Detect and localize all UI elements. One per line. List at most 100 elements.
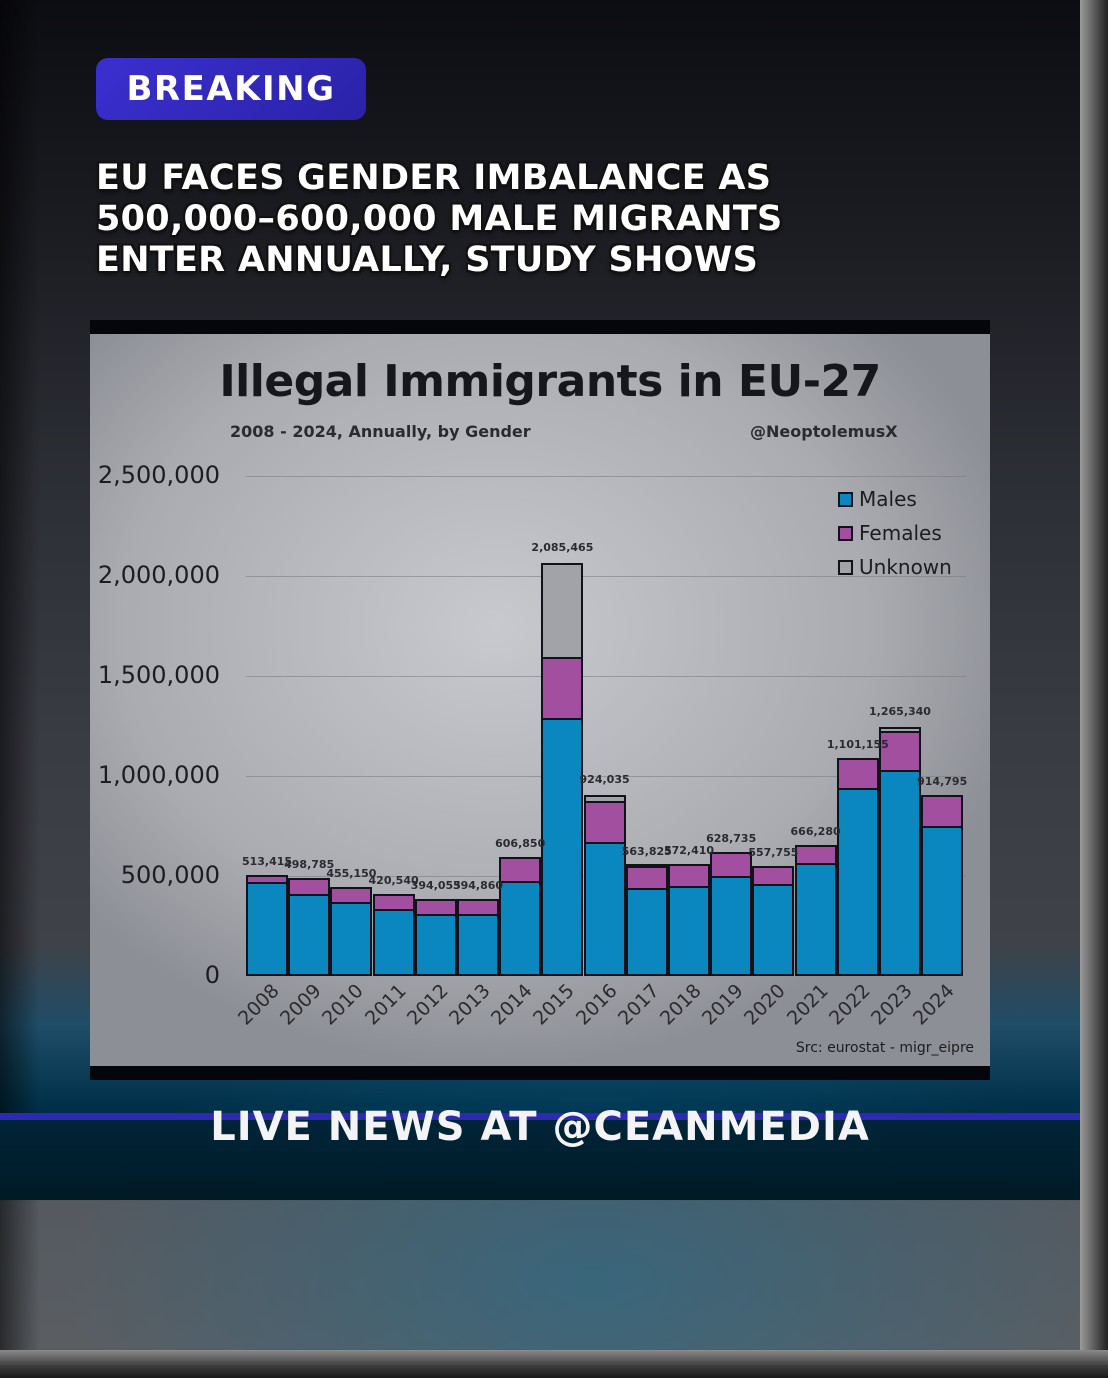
males-segment xyxy=(583,842,626,976)
headline-line-1: EU FACES GENDER IMBALANCE AS xyxy=(96,158,772,198)
bar-total-label: 914,795 xyxy=(917,775,968,789)
x-tick-label: 2022 xyxy=(824,979,875,1030)
females-segment xyxy=(541,657,584,720)
bar-2016 xyxy=(583,795,626,976)
bar-2019 xyxy=(710,852,753,976)
x-tick-label: 2010 xyxy=(318,979,369,1030)
legend-label: Females xyxy=(859,521,942,545)
x-tick-label: 2024 xyxy=(909,979,959,1030)
bar-2022 xyxy=(836,757,879,976)
x-tick-label: 2011 xyxy=(360,979,411,1030)
bar-2008 xyxy=(246,875,288,976)
bar-total-label: 394,860 xyxy=(452,879,504,893)
males-segment xyxy=(668,886,710,976)
bar-total-label: 455,150 xyxy=(326,866,377,880)
bar-2012 xyxy=(414,899,457,976)
bar-2013 xyxy=(457,899,499,976)
chart-title: Illegal Immigrants in EU-27 xyxy=(219,356,881,407)
legend-swatch-icon xyxy=(838,491,853,507)
bar-total-label: 1,265,340 xyxy=(869,704,931,718)
legend: Males Females Unknown xyxy=(838,482,952,584)
bar-2017 xyxy=(625,864,668,976)
females-segment xyxy=(668,863,710,888)
x-tick-label: 2016 xyxy=(571,979,622,1030)
ticker-text: LIVE NEWS AT @CEANMEDIA xyxy=(210,1104,870,1150)
source-note: Src: eurostat - migr_eipre xyxy=(795,1040,974,1056)
grid-line xyxy=(246,776,966,777)
bar-2020 xyxy=(752,866,795,976)
bar-2024 xyxy=(921,795,964,976)
headline-line-3: ENTER ANNUALLY, STUDY SHOWS xyxy=(96,240,759,280)
females-segment xyxy=(583,801,626,844)
females-segment xyxy=(879,730,921,772)
females-segment xyxy=(921,795,964,828)
bar-total-label: 2,085,465 xyxy=(531,540,594,554)
chart-frame: Illegal Immigrants in EU-27 2008 - 2024,… xyxy=(90,320,990,1080)
legend-swatch-icon xyxy=(838,559,853,575)
bar-2018 xyxy=(668,863,710,976)
bar-total-label: 628,735 xyxy=(706,832,757,846)
males-segment xyxy=(246,882,288,976)
males-segment xyxy=(541,718,584,976)
males-segment xyxy=(836,788,879,976)
legend-swatch-icon xyxy=(838,525,853,541)
females-segment xyxy=(625,866,668,890)
unknown-segment xyxy=(541,562,584,659)
ticker-band xyxy=(0,1120,1080,1200)
chart-subtitle: 2008 - 2024, Annually, by Gender xyxy=(230,422,531,441)
x-tick-label: 2009 xyxy=(276,979,326,1030)
males-segment xyxy=(288,894,331,976)
bar-total-label: 924,035 xyxy=(579,773,630,787)
grid-line xyxy=(246,576,966,577)
males-segment xyxy=(879,770,921,976)
bar-2014 xyxy=(499,856,542,976)
grid-line xyxy=(246,676,966,677)
legend-item-females: Females xyxy=(838,516,952,550)
breaking-badge: BREAKING xyxy=(96,58,366,120)
bar-2023 xyxy=(879,726,921,976)
x-tick-label: 2018 xyxy=(656,979,706,1030)
y-tick-label: 2,500,000 xyxy=(97,461,220,489)
bar-total-label: 513,415 xyxy=(241,855,293,869)
headline: EU FACES GENDER IMBALANCE AS 500,000–600… xyxy=(96,158,856,281)
males-segment xyxy=(414,914,457,976)
ticker-accent-line xyxy=(0,1113,1080,1120)
legend-item-unknown: Unknown xyxy=(838,550,952,584)
x-tick-label: 2014 xyxy=(487,979,537,1030)
bar-total-label: 498,785 xyxy=(284,858,335,872)
bar-2010 xyxy=(330,886,373,976)
bar-total-label: 563,825 xyxy=(621,845,672,859)
x-tick-label: 2023 xyxy=(867,979,917,1030)
males-segment xyxy=(710,876,753,976)
bar-2009 xyxy=(288,878,331,976)
chart-panel: Illegal Immigrants in EU-27 2008 - 2024,… xyxy=(90,334,990,1066)
males-segment xyxy=(921,826,964,976)
x-tick-label: 2013 xyxy=(445,979,495,1030)
bar-total-label: 1,101,155 xyxy=(826,737,889,751)
legend-label: Unknown xyxy=(859,555,952,579)
bar-total-label: 420,540 xyxy=(368,873,419,887)
females-segment xyxy=(499,856,542,883)
bar-total-label: 394,055 xyxy=(410,879,461,893)
frame-edge-bottom xyxy=(0,1350,1108,1378)
bar-total-label: 557,755 xyxy=(748,846,799,860)
x-tick-label: 2017 xyxy=(613,979,664,1030)
males-segment xyxy=(330,902,373,976)
males-segment xyxy=(625,888,668,976)
bar-2011 xyxy=(372,893,415,976)
y-tick-label: 0 xyxy=(204,961,220,989)
males-segment xyxy=(794,863,837,976)
headline-line-2: 500,000–600,000 MALE MIGRANTS xyxy=(96,199,783,239)
males-segment xyxy=(499,881,542,976)
bar-2015 xyxy=(541,562,584,976)
x-tick-label: 2020 xyxy=(740,979,791,1030)
bar-total-label: 606,850 xyxy=(495,836,546,850)
bar-2021 xyxy=(794,844,837,976)
males-segment xyxy=(457,914,499,976)
females-segment xyxy=(836,757,879,790)
x-tick-label: 2012 xyxy=(402,979,453,1030)
y-tick-label: 2,000,000 xyxy=(97,561,220,589)
chart-credit: @NeoptolemusX xyxy=(750,422,898,441)
plot-area xyxy=(246,476,966,976)
grid-line xyxy=(246,476,966,477)
